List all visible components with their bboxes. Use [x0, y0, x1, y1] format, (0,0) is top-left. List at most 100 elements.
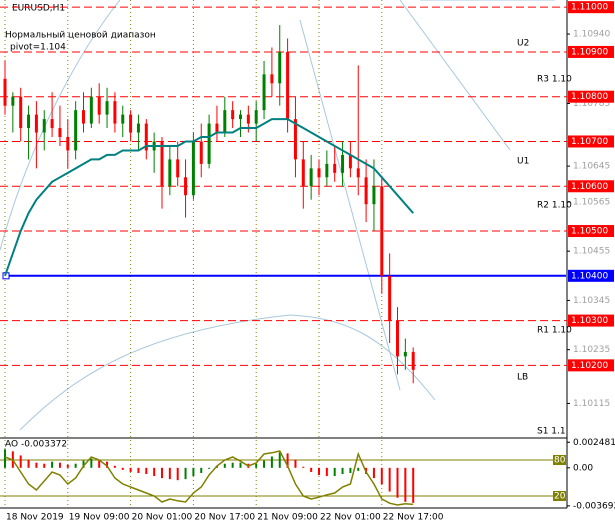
candle-body: [199, 141, 203, 164]
channel-line: [399, 0, 511, 151]
y-tick-label: 1.10235: [573, 345, 610, 355]
ao-bar: [98, 459, 101, 468]
candle-body: [254, 110, 258, 124]
annotation: LB: [517, 373, 528, 383]
candle-body: [364, 177, 368, 205]
candle-body: [74, 110, 78, 151]
candle-body: [246, 114, 250, 124]
ao-bar: [113, 465, 116, 468]
pivot-label-box: [568, 269, 614, 282]
ao-bar: [357, 467, 360, 471]
moving-average: [4, 118, 414, 277]
ao-bar: [404, 467, 407, 502]
level-label-box: [568, 45, 614, 58]
ao-bar: [66, 464, 69, 468]
ao-bar: [121, 467, 124, 470]
stochastic-level-box: [553, 491, 566, 501]
ao-bar: [184, 467, 187, 480]
candle-body: [34, 114, 38, 133]
candle-body: [231, 110, 235, 120]
candle-body: [58, 128, 62, 138]
stochastic-line: [4, 450, 414, 506]
candle-body: [223, 110, 227, 133]
candle-body: [325, 163, 329, 178]
ao-bar: [43, 463, 46, 468]
ao-bar: [4, 449, 6, 468]
candle-body: [97, 96, 101, 115]
candle-body: [293, 119, 297, 160]
ao-bar: [145, 467, 148, 474]
candle-body: [278, 51, 282, 84]
candle-body: [239, 114, 242, 120]
candle-body: [176, 159, 180, 178]
candle-body: [356, 168, 360, 178]
candle-body: [372, 186, 376, 205]
pivot-label: 1.10400: [571, 271, 608, 281]
candle-body: [348, 154, 352, 169]
ao-bar: [58, 462, 61, 468]
candle-body: [27, 114, 31, 129]
y-tick-label: 1.10455: [573, 247, 610, 257]
ao-bar: [310, 467, 313, 472]
candle-body: [380, 186, 384, 276]
annotation: R1 1.10: [537, 326, 572, 336]
level-label-box: [568, 1, 614, 14]
ao-bar: [106, 461, 109, 468]
candle-body: [262, 74, 266, 111]
candle-body: [317, 168, 321, 178]
candle-body: [144, 123, 148, 151]
indicator-tick-label: -0.003692: [573, 501, 615, 511]
ao-bar: [74, 463, 77, 468]
ao-bar: [325, 467, 328, 477]
annotation: U2: [517, 39, 529, 49]
level-label: 1.10600: [571, 182, 608, 192]
ao-bar: [239, 462, 242, 468]
ao-bar: [396, 467, 399, 498]
candle-body: [160, 141, 164, 187]
level-label: 1.10700: [571, 137, 608, 147]
ao-bar: [231, 462, 234, 468]
y-tick-label: 1.10345: [573, 296, 610, 306]
level-label-box: [568, 90, 614, 103]
candle-body: [3, 78, 7, 106]
ao-bar: [168, 467, 171, 480]
x-tick-label: 20 Nov 17:00: [194, 513, 255, 523]
y-tick-label: 1.10940: [573, 30, 610, 40]
channel-curve: [19, 314, 436, 431]
chart-title: EURUSD,H1: [12, 4, 65, 14]
stochastic-level-label: 20: [554, 492, 566, 502]
ao-bar: [286, 453, 289, 468]
candle-body: [207, 123, 211, 164]
stochastic-level-box: [553, 455, 566, 465]
candle-body: [82, 110, 85, 124]
candle-body: [113, 101, 117, 124]
candle-body: [396, 320, 399, 357]
candle-body: [286, 51, 290, 120]
candle-body: [270, 74, 274, 84]
ao-bar: [27, 459, 30, 468]
ao-bar: [294, 459, 297, 468]
level-label: 1.10200: [571, 361, 608, 371]
ao-bar: [372, 467, 375, 479]
annotation: pivot=1.104: [10, 43, 66, 53]
candle-body: [184, 177, 188, 196]
ao-bar: [412, 467, 415, 503]
ao-bar: [137, 467, 140, 473]
candle-body: [215, 123, 219, 133]
ao-bar: [82, 460, 85, 468]
level-label-box: [568, 135, 614, 148]
level-label: 1.10900: [571, 47, 608, 57]
x-tick-label: 18 Nov 2019: [6, 513, 64, 523]
candle-body: [19, 96, 23, 129]
ao-bar: [349, 467, 352, 473]
level-label: 1.11000: [571, 3, 608, 13]
x-tick-label: 21 Nov 09:00: [257, 513, 318, 523]
ao-bar: [51, 461, 54, 468]
level-label-box: [568, 225, 614, 238]
ao-bar: [341, 467, 344, 474]
level-label-box: [568, 314, 614, 327]
level-label-box: [568, 359, 614, 372]
candle-body: [66, 137, 70, 151]
candle-body: [341, 154, 345, 173]
